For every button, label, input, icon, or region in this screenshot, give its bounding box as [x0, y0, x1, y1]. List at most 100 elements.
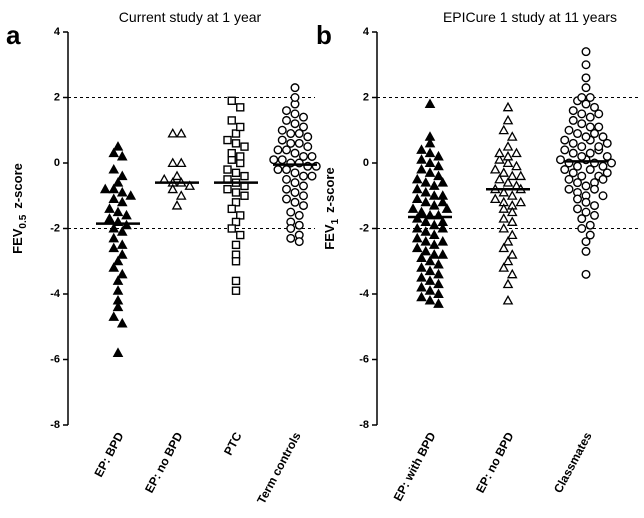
point [294, 129, 304, 139]
point [420, 186, 432, 197]
point [502, 141, 514, 151]
y-label-rest: z-score [322, 167, 337, 213]
chart-title: EPICure 1 study at 11 years [443, 9, 617, 25]
point [424, 295, 436, 305]
point [307, 151, 317, 161]
point [502, 101, 514, 112]
point [294, 138, 304, 148]
point [286, 233, 296, 243]
point [428, 249, 440, 259]
y-axis-label: FEV0.5 z-score [10, 163, 29, 254]
series-group [407, 98, 453, 308]
point [116, 170, 128, 181]
point [585, 148, 595, 158]
point [581, 237, 591, 247]
point [277, 125, 287, 135]
point [286, 129, 296, 139]
point [560, 145, 570, 155]
point [108, 262, 120, 272]
point [433, 288, 444, 299]
point [568, 148, 578, 158]
point [568, 168, 578, 178]
point [282, 115, 292, 125]
point [602, 151, 612, 161]
point [433, 258, 444, 269]
point [494, 154, 505, 164]
point [108, 232, 120, 243]
point [175, 127, 187, 138]
point [227, 148, 236, 158]
point [175, 157, 187, 168]
point [577, 214, 587, 224]
point [416, 272, 427, 282]
point [290, 119, 300, 129]
point [231, 129, 241, 138]
point [294, 220, 304, 230]
point [227, 116, 236, 125]
point [286, 207, 296, 217]
point [240, 191, 249, 200]
point [108, 183, 120, 194]
point [282, 106, 292, 116]
point [556, 155, 566, 165]
point [598, 191, 608, 201]
point [428, 200, 440, 210]
point [511, 160, 522, 171]
point [424, 98, 436, 109]
point [581, 246, 591, 256]
point [416, 164, 427, 174]
y-tick-label: 4 [54, 26, 61, 38]
point [116, 317, 128, 328]
point [104, 213, 115, 223]
point [568, 115, 578, 125]
point [286, 223, 296, 233]
point [112, 177, 124, 187]
point [167, 157, 179, 168]
y-axis-label: FEV1 z-score [322, 167, 341, 249]
point [282, 145, 292, 155]
point [424, 275, 436, 285]
point [303, 132, 313, 142]
point [433, 160, 444, 171]
point [502, 278, 514, 289]
point [420, 196, 432, 207]
panel-letter: a [6, 20, 21, 50]
point [441, 203, 453, 213]
point [231, 276, 241, 286]
point [108, 164, 120, 174]
point [502, 150, 514, 161]
x-tick-label: EP: no BPD [142, 430, 186, 496]
point [506, 229, 518, 240]
x-tick-label: PTC [221, 430, 245, 458]
point [506, 268, 518, 279]
point [236, 122, 245, 132]
point [294, 210, 304, 220]
point [290, 168, 300, 178]
point [433, 278, 444, 289]
point [581, 269, 591, 279]
point [231, 168, 241, 178]
point [299, 151, 309, 161]
point [108, 242, 120, 253]
point [424, 167, 436, 177]
point [411, 242, 423, 253]
point [116, 196, 128, 207]
point [498, 186, 510, 197]
point [407, 203, 419, 213]
point [577, 119, 587, 129]
point [590, 102, 600, 112]
point [560, 135, 570, 145]
point [424, 255, 436, 266]
point [299, 181, 309, 191]
point [290, 109, 300, 119]
point [607, 158, 617, 168]
point [602, 168, 612, 178]
point [171, 170, 183, 181]
point [590, 201, 600, 211]
point [585, 230, 595, 240]
point [428, 239, 440, 249]
point [498, 262, 510, 272]
point [585, 92, 595, 102]
point [294, 237, 304, 247]
point [506, 216, 518, 226]
